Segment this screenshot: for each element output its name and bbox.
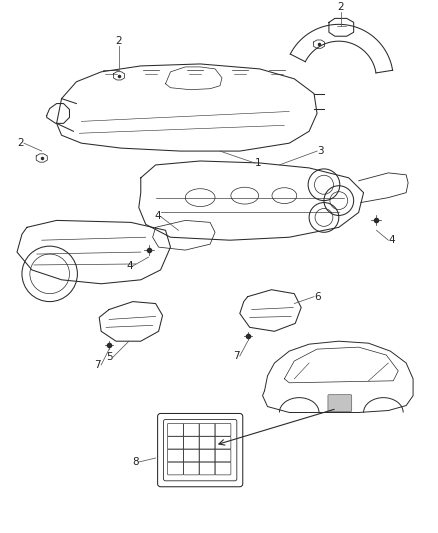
Text: 5: 5 bbox=[106, 352, 113, 362]
Text: 4: 4 bbox=[126, 261, 133, 271]
Text: 2: 2 bbox=[338, 3, 344, 12]
Text: 2: 2 bbox=[116, 36, 122, 46]
Text: 6: 6 bbox=[314, 292, 321, 302]
Text: 4: 4 bbox=[389, 235, 395, 245]
Text: 8: 8 bbox=[132, 457, 139, 467]
Text: 1: 1 bbox=[254, 158, 261, 168]
Text: 2: 2 bbox=[18, 138, 24, 148]
Text: 4: 4 bbox=[154, 212, 161, 221]
Text: 7: 7 bbox=[233, 351, 240, 361]
FancyBboxPatch shape bbox=[328, 394, 352, 411]
Text: 3: 3 bbox=[317, 146, 324, 156]
Text: 7: 7 bbox=[95, 360, 101, 370]
